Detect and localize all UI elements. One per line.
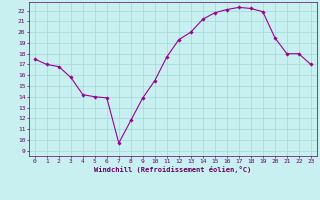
X-axis label: Windchill (Refroidissement éolien,°C): Windchill (Refroidissement éolien,°C) bbox=[94, 166, 252, 173]
